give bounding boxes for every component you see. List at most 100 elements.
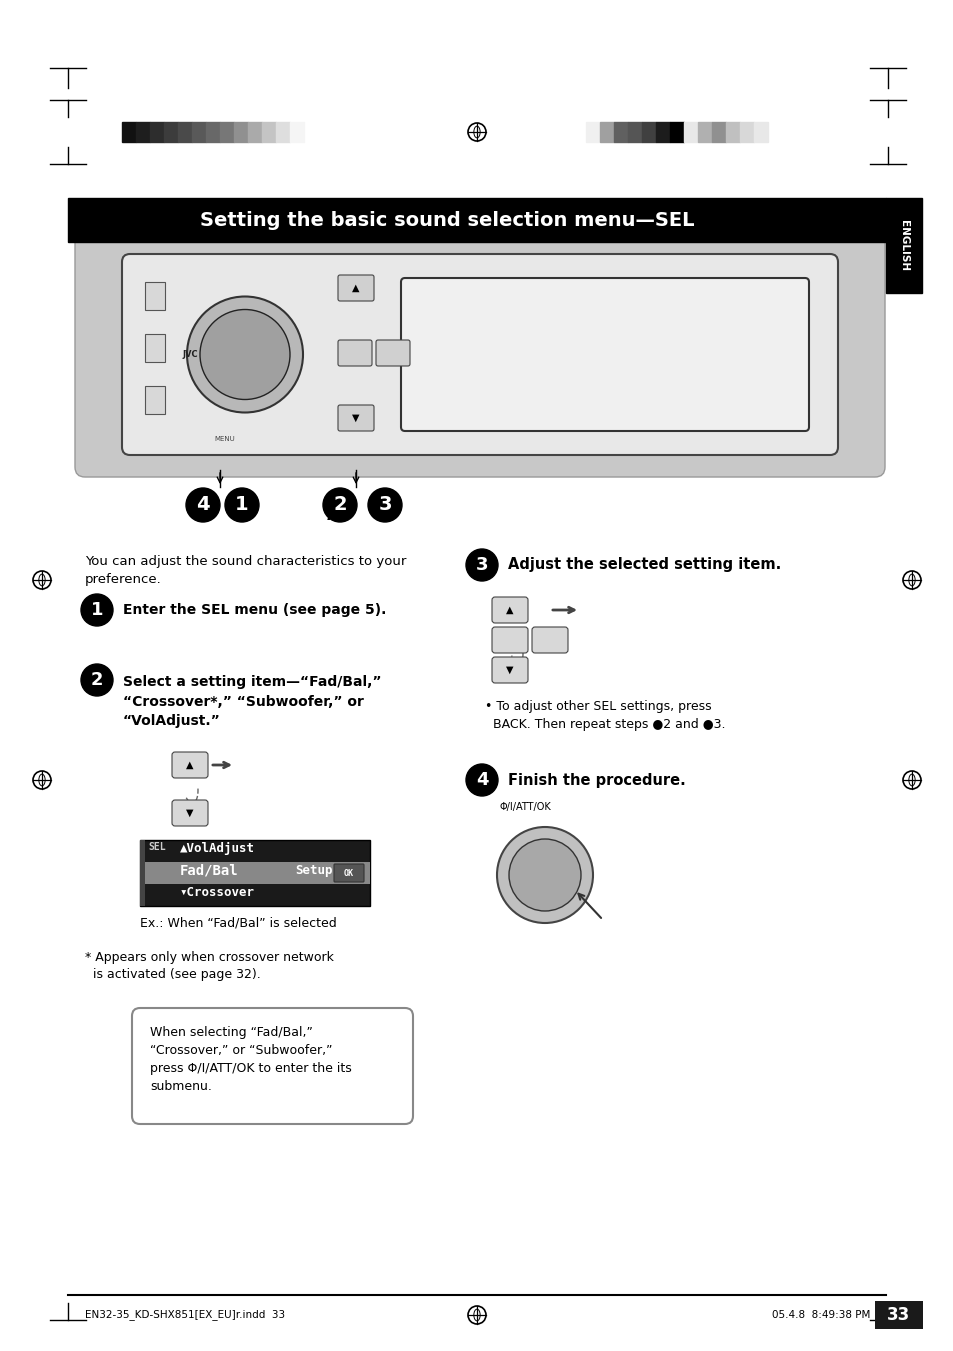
Text: 4: 4	[476, 771, 488, 789]
Text: ▼: ▼	[186, 808, 193, 817]
FancyBboxPatch shape	[337, 340, 372, 366]
Circle shape	[468, 1306, 485, 1324]
FancyBboxPatch shape	[132, 1008, 413, 1124]
Text: 3: 3	[377, 496, 392, 515]
Bar	[641, 122, 656, 142]
Circle shape	[902, 571, 920, 589]
Bar	[140, 840, 145, 907]
Text: ▲: ▲	[352, 282, 359, 293]
Text: ,: ,	[325, 497, 335, 521]
Bar	[248, 122, 262, 142]
Circle shape	[81, 594, 112, 626]
Circle shape	[33, 771, 51, 789]
Bar	[753, 122, 767, 142]
Bar	[725, 122, 740, 142]
Text: You can adjust the sound characteristics to your
preference.: You can adjust the sound characteristics…	[85, 555, 406, 586]
FancyBboxPatch shape	[122, 254, 837, 455]
Text: ENGLISH: ENGLISH	[898, 220, 908, 272]
Text: 4: 4	[196, 496, 210, 515]
Bar	[122, 122, 136, 142]
Circle shape	[33, 571, 51, 589]
Text: MENU: MENU	[214, 436, 235, 442]
Bar	[233, 122, 248, 142]
Bar	[206, 122, 220, 142]
Text: 2: 2	[333, 496, 347, 515]
FancyBboxPatch shape	[492, 627, 527, 653]
FancyBboxPatch shape	[75, 232, 884, 477]
Bar	[599, 122, 614, 142]
Bar	[698, 122, 711, 142]
FancyBboxPatch shape	[172, 753, 208, 778]
Circle shape	[81, 663, 112, 696]
FancyBboxPatch shape	[400, 278, 808, 431]
Text: When selecting “Fad/Bal,”
“Crossover,” or “Subwoofer,”
press Φ/I/ATT/OK to enter: When selecting “Fad/Bal,” “Crossover,” o…	[150, 1025, 352, 1093]
Bar	[656, 122, 669, 142]
Circle shape	[902, 771, 920, 789]
Text: ▼: ▼	[506, 665, 514, 676]
Circle shape	[186, 488, 220, 521]
Text: 05.4.8  8:49:38 PM: 05.4.8 8:49:38 PM	[771, 1310, 869, 1320]
Text: ▲: ▲	[506, 605, 514, 615]
Bar	[145, 282, 165, 309]
Bar	[275, 122, 290, 142]
Text: Φ/I/ATT/OK: Φ/I/ATT/OK	[499, 802, 551, 812]
Text: 2: 2	[91, 671, 103, 689]
Text: Ex.: When “Fad/Bal” is selected: Ex.: When “Fad/Bal” is selected	[140, 916, 336, 929]
Text: 3: 3	[476, 557, 488, 574]
Text: 33: 33	[886, 1306, 910, 1324]
Text: SEL: SEL	[148, 842, 166, 852]
Bar	[627, 122, 641, 142]
Bar	[145, 386, 165, 413]
Text: OK: OK	[344, 869, 354, 878]
Circle shape	[225, 488, 258, 521]
Bar	[150, 122, 164, 142]
Bar	[140, 840, 370, 907]
Bar	[614, 122, 627, 142]
Text: Fad/Bal: Fad/Bal	[180, 865, 238, 878]
Bar	[669, 122, 683, 142]
Bar	[585, 122, 599, 142]
Circle shape	[468, 123, 485, 141]
Bar	[740, 122, 753, 142]
Bar	[683, 122, 698, 142]
FancyBboxPatch shape	[492, 597, 527, 623]
FancyBboxPatch shape	[337, 276, 374, 301]
Text: Adjust the selected setting item.: Adjust the selected setting item.	[507, 558, 781, 573]
FancyBboxPatch shape	[337, 405, 374, 431]
Text: EN32-35_KD-SHX851[EX_EU]r.indd  33: EN32-35_KD-SHX851[EX_EU]r.indd 33	[85, 1309, 285, 1320]
Text: • To adjust other SEL settings, press
  BACK. Then repeat steps ●2 and ●3.: • To adjust other SEL settings, press BA…	[484, 700, 724, 731]
Text: ▲VolAdjust: ▲VolAdjust	[180, 842, 254, 855]
Circle shape	[497, 827, 593, 923]
Text: ▾Crossover: ▾Crossover	[180, 886, 254, 898]
FancyBboxPatch shape	[375, 340, 410, 366]
Text: 1: 1	[235, 496, 249, 515]
Bar	[145, 334, 165, 362]
Bar	[178, 122, 192, 142]
Circle shape	[509, 839, 580, 911]
Bar	[220, 122, 233, 142]
Bar	[262, 122, 275, 142]
Bar	[136, 122, 150, 142]
Text: Enter the SEL menu (see page 5).: Enter the SEL menu (see page 5).	[123, 603, 386, 617]
Circle shape	[465, 765, 497, 796]
Circle shape	[200, 309, 290, 400]
FancyBboxPatch shape	[334, 865, 364, 882]
Bar	[290, 122, 304, 142]
Bar	[164, 122, 178, 142]
Bar	[145, 862, 370, 884]
Bar	[68, 199, 885, 242]
FancyBboxPatch shape	[532, 627, 567, 653]
Text: ▲: ▲	[186, 761, 193, 770]
Bar	[192, 122, 206, 142]
Bar	[885, 199, 921, 293]
Bar	[874, 1301, 923, 1329]
Text: Setting the basic sound selection menu—SEL: Setting the basic sound selection menu—S…	[199, 211, 694, 230]
Text: * Appears only when crossover network
  is activated (see page 32).: * Appears only when crossover network is…	[85, 951, 334, 981]
Bar	[711, 122, 725, 142]
Text: Finish the procedure.: Finish the procedure.	[507, 773, 685, 788]
Text: JVC: JVC	[182, 350, 197, 359]
Circle shape	[368, 488, 401, 521]
Circle shape	[323, 488, 356, 521]
Text: Select a setting item—“Fad/Bal,”
“Crossover*,” “Subwoofer,” or
“VolAdjust.”: Select a setting item—“Fad/Bal,” “Crosso…	[123, 676, 381, 728]
Text: 1: 1	[91, 601, 103, 619]
